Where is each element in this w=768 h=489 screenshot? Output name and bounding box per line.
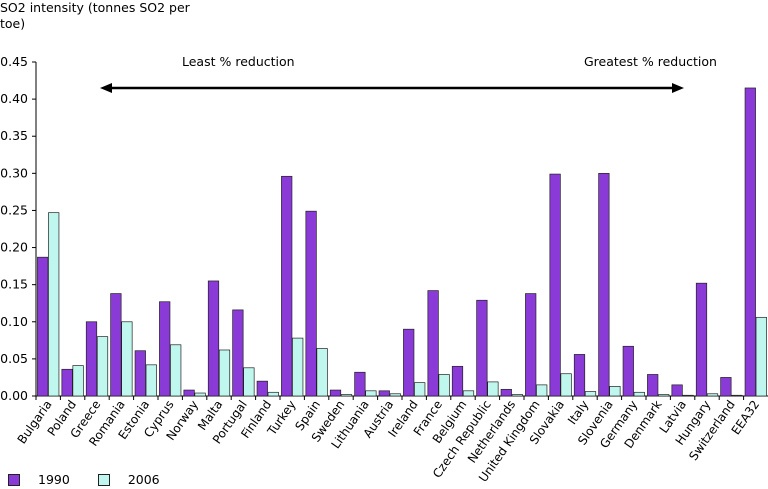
legend-swatch-1990 bbox=[8, 473, 20, 486]
bar-2006-romania bbox=[121, 321, 133, 397]
bar-2006-slovakia bbox=[560, 373, 572, 397]
bar-1990-norway bbox=[183, 389, 195, 397]
bar-1990-poland bbox=[61, 368, 73, 397]
bar-1990-united-kingdom bbox=[525, 293, 537, 397]
bar-1990-switzerland bbox=[720, 377, 732, 397]
bar-1990-lithuania bbox=[354, 371, 366, 397]
arrow-head-right bbox=[672, 83, 684, 93]
bar-1990-bulgaria bbox=[37, 256, 49, 397]
bar-1990-latvia bbox=[671, 384, 683, 397]
bar-2006-switzerland bbox=[731, 394, 743, 397]
bar-2006-malta bbox=[218, 349, 231, 397]
bar-2006-spain bbox=[316, 348, 328, 397]
bar-2006-denmark bbox=[658, 394, 670, 397]
bar-1990-austria bbox=[378, 390, 390, 397]
bar-2006-netherlands bbox=[511, 394, 523, 397]
bar-1990-malta bbox=[207, 280, 220, 397]
bar-1990-finland bbox=[256, 380, 268, 397]
bar-2006-hungary bbox=[706, 393, 719, 397]
x-category-label: Bulgaria bbox=[15, 398, 55, 447]
legend-label-2006: 2006 bbox=[127, 472, 160, 487]
bar-2006-italy bbox=[584, 391, 597, 397]
bar-2006-estonia bbox=[145, 364, 157, 397]
annotation-least-reduction: Least % reduction bbox=[182, 54, 295, 69]
bar-2006-czech-republic bbox=[487, 381, 499, 397]
bar-1990-greece bbox=[85, 321, 98, 397]
y-tick-label: 0.20 bbox=[0, 240, 28, 255]
bar-1990-slovakia bbox=[549, 173, 561, 397]
bar-1990-estonia bbox=[134, 350, 146, 397]
bar-2006-portugal bbox=[243, 367, 255, 397]
bar-2006-norway bbox=[194, 392, 206, 397]
bar-2006-cyprus bbox=[170, 344, 182, 397]
bar-2006-finland bbox=[267, 391, 279, 397]
y-tick-label: 0.15 bbox=[0, 277, 28, 292]
y-tick-label: 0.30 bbox=[0, 165, 28, 180]
bar-2006-france bbox=[438, 374, 450, 397]
bar-2006-latvia bbox=[682, 394, 694, 397]
bar-2006-greece bbox=[96, 336, 109, 397]
bar-2006-poland bbox=[72, 365, 84, 397]
y-tick-label: 0.35 bbox=[0, 128, 28, 143]
bar-1990-belgium bbox=[451, 365, 464, 397]
bar-2006-sweden bbox=[340, 394, 353, 397]
bar-1990-france bbox=[427, 290, 439, 397]
bar-1990-ireland bbox=[403, 328, 415, 397]
bar-1990-czech-republic bbox=[476, 299, 488, 397]
bar-2006-bulgaria bbox=[48, 212, 60, 397]
legend-item-2006: 2006 bbox=[97, 472, 160, 487]
legend: 1990 2006 bbox=[8, 472, 188, 487]
bar-1990-slovenia bbox=[598, 172, 610, 397]
bar-1990-denmark bbox=[647, 374, 659, 397]
bar-1990-sweden bbox=[329, 389, 342, 397]
annotation-greatest-reduction: Greatest % reduction bbox=[584, 54, 717, 69]
bar-1990-hungary bbox=[695, 282, 708, 397]
bar-1990-portugal bbox=[232, 309, 244, 397]
bar-1990-germany bbox=[622, 345, 634, 397]
y-tick-label: 0.45 bbox=[0, 54, 28, 69]
y-tick-label: 0.05 bbox=[0, 351, 28, 366]
bar-2006-ireland bbox=[414, 382, 426, 397]
y-axis-title: SO2 intensity (tonnes SO2 per toe) bbox=[0, 0, 190, 31]
arrow-head-left bbox=[100, 83, 112, 93]
bar-2006-austria bbox=[389, 393, 401, 397]
y-tick-label: 0.40 bbox=[0, 91, 28, 106]
bar-1990-cyprus bbox=[159, 301, 171, 397]
bar-2006-slovenia bbox=[609, 386, 621, 397]
legend-label-1990: 1990 bbox=[38, 472, 70, 487]
bar-1990-netherlands bbox=[500, 388, 512, 397]
legend-item-1990: 1990 bbox=[8, 472, 70, 487]
bar-1990-eea32 bbox=[744, 87, 756, 397]
bar-1990-romania bbox=[110, 293, 122, 397]
y-tick-label: 0.00 bbox=[0, 388, 28, 403]
bar-2006-belgium bbox=[462, 390, 475, 397]
bar-1990-turkey bbox=[281, 175, 293, 397]
y-tick-label: 0.25 bbox=[0, 202, 28, 217]
bar-2006-eea32 bbox=[755, 316, 767, 397]
bar-1990-spain bbox=[305, 210, 317, 397]
bar-2006-germany bbox=[633, 391, 645, 397]
bar-2006-turkey bbox=[292, 337, 304, 397]
bar-1990-italy bbox=[573, 354, 586, 397]
legend-swatch-2006 bbox=[97, 473, 110, 486]
bar-2006-united-kingdom bbox=[536, 384, 548, 397]
bar-2006-lithuania bbox=[365, 390, 377, 397]
y-tick-label: 0.10 bbox=[0, 314, 28, 329]
